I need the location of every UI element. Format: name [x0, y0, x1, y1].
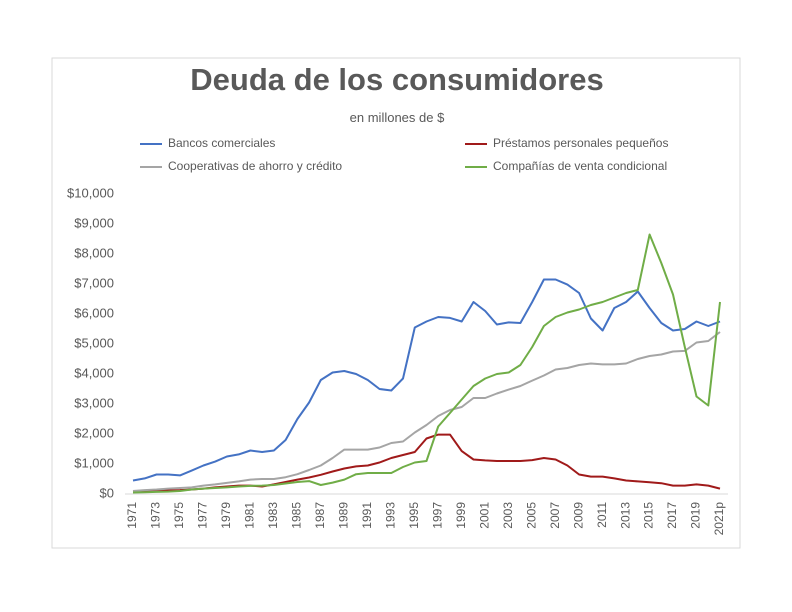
series-line	[132, 331, 721, 492]
y-tick-label: $10,000	[67, 185, 114, 200]
x-tick-label: 1997	[430, 502, 444, 529]
x-tick-label: 1983	[266, 502, 280, 529]
x-tick-label: 2005	[524, 502, 538, 529]
x-tick-label: 1985	[290, 502, 304, 529]
series-line	[132, 233, 721, 494]
x-tick-label: 2017	[665, 502, 679, 529]
chart-subtitle: en millones de $	[350, 110, 445, 125]
chart-title: Deuda de los consumidores	[190, 62, 603, 97]
x-tick-label: 2001	[477, 502, 491, 529]
series-line	[132, 278, 721, 482]
x-tick-label: 1999	[454, 502, 468, 529]
y-tick-label: $8,000	[74, 245, 114, 260]
x-tick-label: 2007	[548, 502, 562, 529]
x-tick-label: 1993	[383, 502, 397, 529]
x-tick-label: 2015	[642, 502, 656, 529]
legend-label: Compañías de venta condicional	[493, 159, 667, 173]
x-tick-label: 2019	[689, 502, 703, 529]
x-tick-label: 1975	[172, 502, 186, 529]
legend-label: Préstamos personales pequeños	[493, 136, 668, 150]
y-tick-label: $1,000	[74, 455, 114, 470]
legend-label: Cooperativas de ahorro y crédito	[168, 159, 342, 173]
x-tick-label: 1987	[313, 502, 327, 529]
y-tick-label: $5,000	[74, 335, 114, 350]
y-tick-label: $7,000	[74, 275, 114, 290]
y-tick-label: $4,000	[74, 365, 114, 380]
x-tick-label: 2009	[571, 502, 585, 529]
x-tick-label: 1989	[336, 502, 350, 529]
legend-label: Bancos comerciales	[168, 136, 275, 150]
y-tick-label: $6,000	[74, 305, 114, 320]
x-tick-label: 2003	[501, 502, 515, 529]
y-tick-label: $3,000	[74, 395, 114, 410]
x-tick-label: 1973	[149, 502, 163, 529]
x-tick-label: 1971	[125, 502, 139, 529]
x-tick-label: 2011	[595, 502, 609, 528]
x-tick-label: 2021p	[712, 502, 726, 536]
x-tick-label: 2013	[618, 502, 632, 529]
y-tick-label: $0	[100, 485, 114, 500]
x-tick-label: 1979	[219, 502, 233, 529]
y-tick-label: $2,000	[74, 425, 114, 440]
x-tick-label: 1995	[407, 502, 421, 529]
x-tick-label: 1981	[243, 502, 257, 529]
y-tick-label: $9,000	[74, 215, 114, 230]
x-tick-label: 1977	[196, 502, 210, 529]
x-tick-label: 1991	[360, 502, 374, 529]
